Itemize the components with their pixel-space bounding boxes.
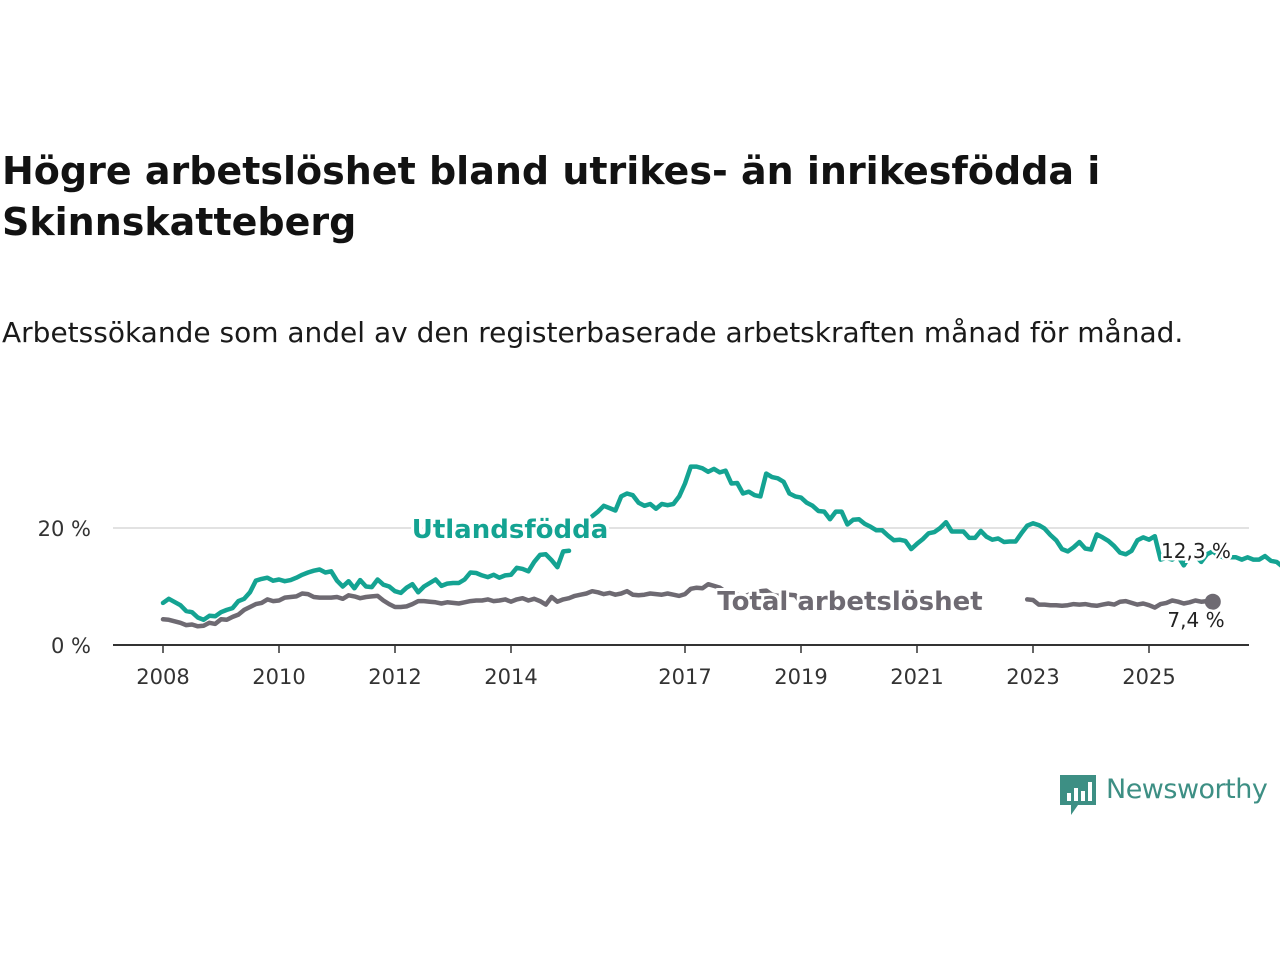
x-tick-label: 2008 <box>136 665 189 689</box>
chart-title: Högre arbetslöshet bland utrikes- än inr… <box>2 149 1101 244</box>
x-tick-label: 2023 <box>1006 665 1059 689</box>
end-value-label: 7,4 % <box>1167 608 1224 632</box>
x-axis: 2008 2010 2012 2014 2017 2019 2021 2023 2025 <box>113 644 1249 689</box>
brand-logo: Newsworthy <box>1058 773 1280 819</box>
x-tick-label: 2010 <box>252 665 305 689</box>
line-chart: Utlandsfödda Total arbetslöshet 12,3 % 7,4 … <box>38 464 1280 689</box>
end-value-label: 12,3 % <box>1161 539 1231 563</box>
series-line-total-arbetslöshet <box>160 581 1216 629</box>
series-labels: Utlandsfödda Total arbetslöshet 12,3 % 7,4 … <box>409 512 1234 635</box>
y-axis: 0 % 20 % <box>38 517 91 658</box>
x-tick-label: 2017 <box>658 665 711 689</box>
series-label: Utlandsfödda <box>412 515 609 545</box>
y-tick-label: 20 % <box>38 517 91 541</box>
series-end-marker <box>1204 593 1221 610</box>
x-tick-label: 2019 <box>774 665 827 689</box>
x-tick-label: 2014 <box>484 665 537 689</box>
series-line-utlandsfödda <box>160 464 1280 623</box>
series-lines <box>160 464 1280 629</box>
y-tick-label: 0 % <box>51 634 91 658</box>
series-label: Total arbetslöshet <box>717 587 982 617</box>
x-tick-label: 2025 <box>1122 665 1175 689</box>
chart-subtitle: Arbetssökande som andel av den registerb… <box>2 316 1184 349</box>
x-tick-label: 2021 <box>890 665 943 689</box>
newsworthy-icon <box>1060 775 1096 815</box>
brand-name: Newsworthy <box>1106 774 1268 805</box>
x-tick-label: 2012 <box>368 665 421 689</box>
